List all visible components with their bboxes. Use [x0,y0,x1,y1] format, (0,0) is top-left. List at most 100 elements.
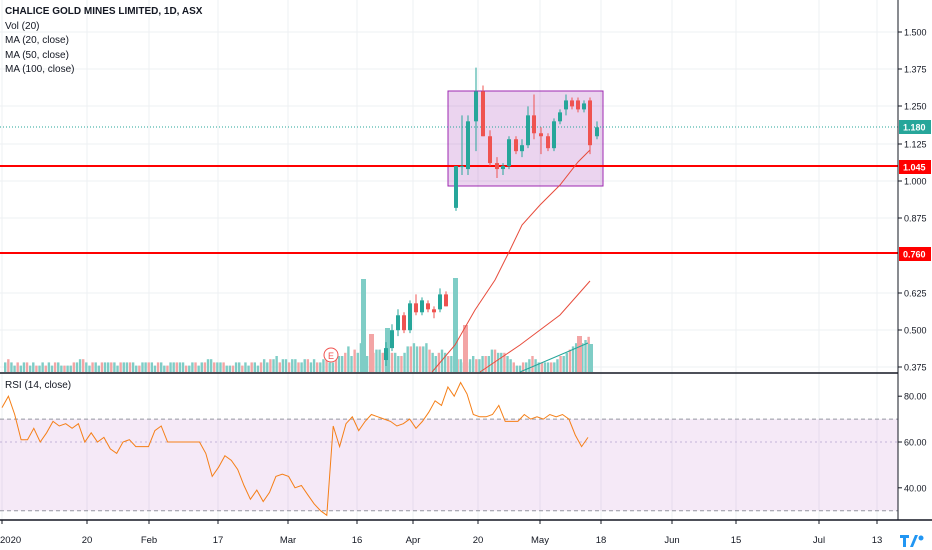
rsi-legend: RSI (14, close) [5,380,72,391]
rsi-tick-label: 60.00 [904,438,927,448]
ma50-line [479,280,591,373]
volume-bar [571,346,575,372]
volume-bar [219,362,222,372]
volume-bar [375,349,378,372]
volume-bar [150,362,154,372]
volume-bar [100,362,104,372]
volume-bar [135,365,138,372]
volume-bar [262,359,266,372]
volume-bar [228,365,232,372]
rsi-tick-label: 80.00 [904,392,927,402]
volume-bar [231,365,235,372]
price-tick-label: 1.250 [904,102,927,112]
volume-bar [106,362,110,372]
volume-bar [487,356,490,372]
candle-body [588,100,592,146]
candle-body [432,309,436,313]
volume-bar [359,343,363,372]
volume-bar [481,356,484,372]
volume-bar [418,346,422,372]
volume-bar [344,352,347,372]
volume-bar [10,362,13,372]
volume-bar [512,362,515,372]
volume-bar [562,356,565,372]
volume-bar [256,365,260,372]
rsi-pane [0,374,898,520]
volume-bar [144,362,147,372]
price-tick-label: 1.375 [904,65,927,75]
volume-bar [328,362,331,372]
volume-bar [91,362,94,372]
price-tick-label: 1.000 [904,177,927,187]
candle-body [532,115,536,134]
volume-bar [365,356,369,372]
volume-bar [412,343,416,372]
tradingview-logo-icon[interactable] [900,534,926,548]
volume-bar [347,346,350,372]
volume-bar [496,352,500,372]
volume-bar [453,278,458,372]
volume-bar [275,356,278,372]
volume-bar [291,359,294,372]
volume-bar [72,362,76,372]
candle-body [507,139,511,167]
volume-bar [78,359,82,372]
candle-body [514,139,518,152]
volume-bar [110,362,113,372]
volume-bar [312,359,316,372]
rsi-band [0,419,898,511]
volume-bar [428,349,431,372]
volume-bar [325,359,328,372]
volume-bar [181,362,185,372]
volume-bar [334,359,338,372]
volume-bar [213,362,216,372]
volume-bar [94,362,97,372]
volume-bar [122,362,125,372]
volume-bar [553,362,556,372]
volume-bar [546,362,550,372]
volume-bar [119,362,122,372]
volume-bar [422,346,425,372]
volume-bar [125,362,129,372]
time-tick-label: 20 [82,535,93,546]
volume-bar [528,359,531,372]
volume-bar [472,356,475,372]
candle-body [552,121,556,149]
candle-body [396,315,400,331]
volume-bar [175,362,178,372]
candle-body [466,121,470,170]
volume-bar [169,362,172,372]
volume-bar [75,362,79,372]
volume-bar [103,362,107,372]
candle-body [384,348,388,361]
candle-body [390,330,394,349]
volume-bar [281,359,285,372]
volume-bar [66,365,69,372]
volume-bar [577,336,582,372]
volume-bar [163,365,166,372]
volume-bar [60,365,63,372]
volume-bar [128,362,132,372]
volume-bar [294,359,297,372]
volume-bar [57,362,60,372]
candle-body [408,303,412,331]
time-tick-label: Feb [141,535,157,546]
volume-bar [450,356,453,372]
volume-bar [521,362,525,372]
volume-bar [250,362,253,372]
earnings-marker-label: E [328,351,334,361]
price-tick-label: 0.625 [904,289,927,299]
volume-bar [559,356,562,372]
volume-bar [4,362,7,372]
time-tick-label: 16 [352,535,363,546]
volume-bar [197,365,200,372]
volume-bar [300,362,303,372]
volume-bar [506,356,509,372]
volume-bar [32,362,35,372]
volume-bar [25,362,29,372]
candle-body [539,133,543,137]
volume-bar [53,362,57,372]
volume-bar [565,352,568,372]
volume-bar [28,365,32,372]
